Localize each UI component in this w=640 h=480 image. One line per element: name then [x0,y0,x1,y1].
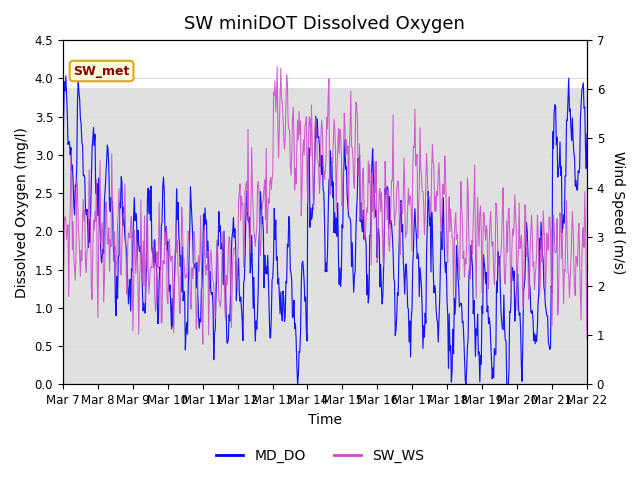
Bar [63,87,587,384]
Y-axis label: Wind Speed (m/s): Wind Speed (m/s) [611,151,625,274]
X-axis label: Time: Time [308,413,342,427]
Text: SW_met: SW_met [74,64,130,78]
Legend: MD_DO, SW_WS: MD_DO, SW_WS [210,443,430,468]
Title: SW miniDOT Dissolved Oxygen: SW miniDOT Dissolved Oxygen [184,15,465,33]
Y-axis label: Dissolved Oxygen (mg/l): Dissolved Oxygen (mg/l) [15,127,29,298]
